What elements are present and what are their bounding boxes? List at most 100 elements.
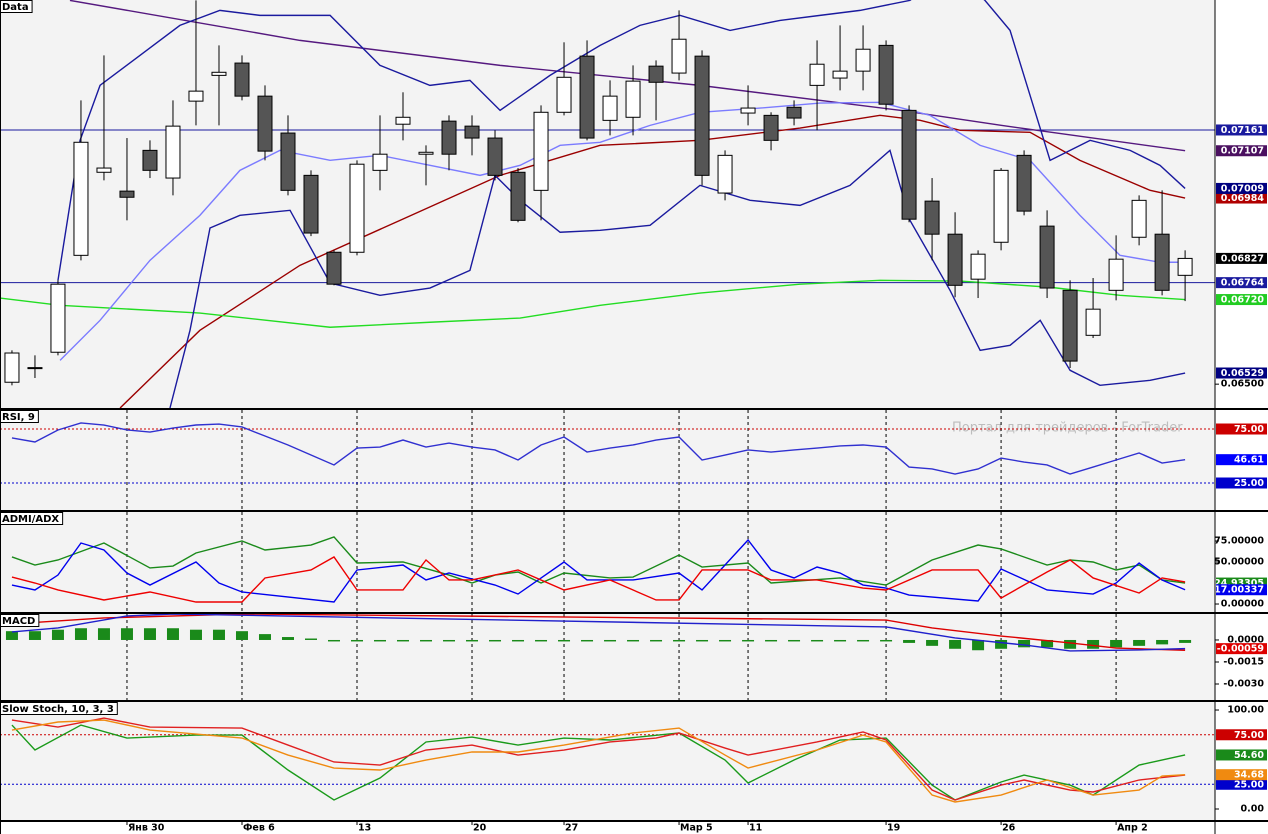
candle-body: [717, 154, 733, 194]
candle-body: [27, 367, 43, 370]
histogram-bar: [696, 639, 709, 642]
histogram-bar: [903, 639, 916, 643]
histogram-bar: [1087, 639, 1100, 649]
panel: [0, 0, 1215, 408]
candle-body: [73, 141, 89, 256]
histogram-bar: [1018, 639, 1031, 648]
y-tick-label: -0.0015: [1223, 656, 1264, 667]
panel: [0, 717, 1215, 803]
panel-background: [0, 614, 1215, 700]
y-tick-label: -0.0030: [1223, 679, 1264, 690]
x-tick-label: Апр 2: [1117, 823, 1148, 834]
candle-body: [625, 80, 641, 118]
histogram-bar: [1110, 639, 1123, 648]
value-tag-label: 25.00: [1234, 779, 1264, 790]
histogram-bar: [420, 639, 433, 642]
histogram-bar: [189, 629, 202, 640]
candle-body: [50, 283, 66, 353]
value-tag-label: 75.00: [1234, 730, 1264, 741]
value-tag: [1216, 577, 1267, 589]
histogram-bar: [5, 631, 18, 640]
histogram-bar: [1064, 639, 1077, 649]
x-tick-label: Мар 5: [680, 823, 713, 834]
series-line: [11, 724, 1186, 801]
candle-body: [395, 116, 411, 125]
candle-body: [809, 63, 825, 86]
candle-body: [924, 200, 940, 235]
series-line: [169, 149, 1186, 408]
value-tag-label: 75.00: [1234, 424, 1264, 435]
x-tick-label: Янв 30: [128, 823, 165, 834]
panel: Портал для трейдеров - ForTrader: [0, 410, 1215, 510]
histogram-bar: [143, 628, 156, 640]
histogram-bar: [374, 639, 387, 642]
value-tag-label: -0.00059: [1217, 644, 1264, 655]
histogram-bar: [719, 639, 732, 642]
value-tag-label: 0.07161: [1221, 125, 1264, 136]
x-tick-label: 20: [473, 823, 487, 834]
histogram-bar: [1179, 639, 1192, 643]
x-tick-label: Фев 6: [243, 823, 275, 834]
candle-body: [1154, 233, 1170, 291]
x-tick-label: 19: [887, 823, 900, 834]
value-tag-label: 0.06827: [1221, 253, 1264, 264]
candle-body: [763, 114, 779, 141]
value-tag-label: 54.60: [1234, 750, 1264, 761]
value-tag: [1216, 252, 1267, 264]
candle-body: [142, 149, 158, 171]
series-line: [57, 0, 1186, 281]
candle-body: [602, 95, 618, 121]
value-tag-label: 0.06764: [1221, 278, 1265, 289]
series-line: [11, 717, 1186, 801]
watermark: Портал для трейдеров - ForTrader: [952, 421, 1183, 436]
candle-body: [970, 253, 986, 280]
candle-body: [1108, 258, 1124, 291]
value-tag: [1216, 729, 1267, 741]
histogram-bar: [74, 628, 87, 640]
candle-body: [464, 125, 480, 139]
candle-body: [901, 109, 917, 220]
candle-body: [1062, 289, 1078, 362]
value-tag-label: 34.68: [1234, 770, 1264, 781]
histogram-bar: [97, 628, 110, 640]
panel-title: Slow Stoch, 10, 3, 3: [2, 704, 114, 715]
x-tick-label: 11: [749, 823, 762, 834]
candle-body: [648, 65, 664, 83]
y-tick-label: 75.00000: [1214, 535, 1264, 546]
histogram-bar: [834, 639, 847, 642]
series-line: [11, 536, 1186, 586]
histogram-bar: [1133, 639, 1146, 646]
candle-body: [1016, 154, 1032, 212]
value-tag-label: 17.00337: [1214, 585, 1264, 596]
candle-body: [671, 38, 687, 74]
y-tick-label: 0.00: [1241, 804, 1265, 815]
histogram-bar: [880, 639, 893, 642]
panel-title: ADMI/ADX: [2, 514, 59, 525]
value-tag-label: 0.06720: [1221, 295, 1265, 306]
histogram-bar: [788, 639, 801, 642]
candle-body: [349, 163, 365, 253]
candle-body: [96, 167, 112, 173]
value-tag-label: 0.06984: [1221, 193, 1265, 204]
candle-body: [1177, 257, 1193, 276]
value-tag-label: 0.07107: [1221, 146, 1264, 157]
value-tag: [1216, 454, 1267, 466]
value-tag: [1216, 584, 1267, 596]
candle-body: [303, 174, 319, 234]
histogram-bar: [581, 639, 594, 642]
value-tag: [1216, 423, 1267, 435]
series-line: [0, 279, 1186, 328]
candle-body: [441, 120, 457, 155]
value-tag-label: 25.00: [1234, 478, 1264, 489]
candle-body: [1085, 308, 1101, 336]
value-tag: [1216, 778, 1267, 790]
histogram-bar: [995, 639, 1008, 649]
value-tag: [1216, 145, 1267, 157]
histogram-bar: [281, 637, 294, 640]
value-tag: [1216, 182, 1267, 194]
histogram-bar: [857, 639, 870, 642]
series-line: [11, 614, 1186, 652]
series-line: [119, 114, 1186, 408]
value-tag: [1216, 277, 1267, 289]
panel-background: [0, 0, 1215, 408]
